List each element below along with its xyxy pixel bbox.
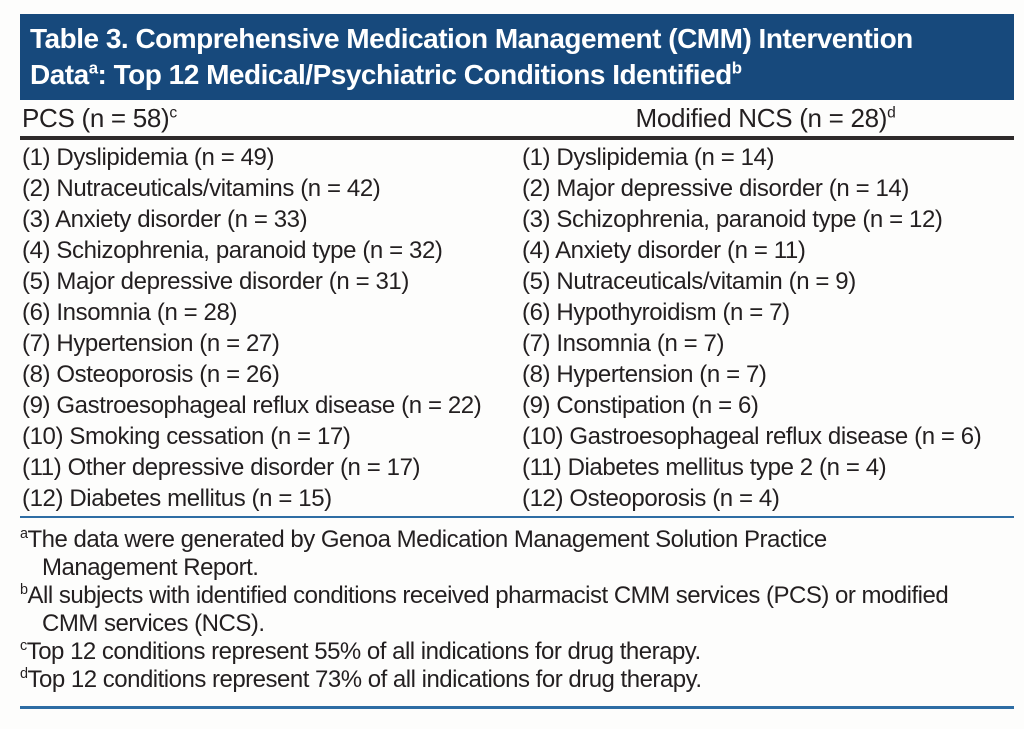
footnote-b: bAll subjects with identified conditions… xyxy=(20,582,1014,638)
table-row: (9) Constipation (n = 6) xyxy=(522,392,759,419)
table-row: (4) Anxiety disorder (n = 11) xyxy=(522,237,806,264)
table-card: Table 3. Comprehensive Medication Manage… xyxy=(20,14,1014,709)
table-row: (2) Nutraceuticals/vitamins (n = 42) xyxy=(22,175,381,202)
footnote-a-line2: Management Report. xyxy=(42,554,259,581)
figure-bottom-rule xyxy=(20,706,1014,709)
table-title-line1: Table 3. Comprehensive Medication Manage… xyxy=(30,23,913,54)
table-title-line2: Dataa: Top 12 Medical/Psychiatric Condit… xyxy=(30,57,1002,93)
column-header-ncs-text: Modified NCS (n = 28) xyxy=(635,102,888,133)
table-row: (8) Osteoporosis (n = 26) xyxy=(22,361,280,388)
column-header-ncs-superscript: d xyxy=(887,103,896,121)
table-title-line2-post: : Top 12 Medical/Psychiatric Conditions … xyxy=(97,59,733,90)
table-row: (2) Major depressive disorder (n = 14) xyxy=(522,175,909,202)
footnote-a-line1: The data were generated by Genoa Medicat… xyxy=(27,526,828,553)
footnotes: aThe data were generated by Genoa Medica… xyxy=(20,518,1014,694)
table-row: (5) Major depressive disorder (n = 31) xyxy=(22,268,409,295)
column-header-pcs: PCS (n = 58)c xyxy=(20,103,517,134)
table-row: (1) Dyslipidemia (n = 49) xyxy=(22,144,275,171)
table-title-line2-pre: Data xyxy=(30,59,89,90)
table-row: (1) Dyslipidemia (n = 14) xyxy=(522,144,775,171)
table-row: (9) Gastroesophageal reflux disease (n =… xyxy=(22,392,482,419)
footnote-d-line1: Top 12 conditions represent 73% of all i… xyxy=(27,666,702,693)
title-superscript-b: b xyxy=(731,58,742,78)
table-row: (10) Smoking cessation (n = 17) xyxy=(22,423,351,450)
table-row: (3) Anxiety disorder (n = 33) xyxy=(22,206,308,233)
footnote-d: dTop 12 conditions represent 73% of all … xyxy=(20,666,1014,694)
table-row: (11) Diabetes mellitus type 2 (n = 4) xyxy=(522,454,887,481)
table-row: (12) Diabetes mellitus (n = 15) xyxy=(22,485,332,512)
footnote-b-marker: b xyxy=(20,582,28,598)
table-row: (7) Insomnia (n = 7) xyxy=(522,330,725,357)
table-row: (3) Schizophrenia, paranoid type (n = 12… xyxy=(522,206,943,233)
table-row: (6) Insomnia (n = 28) xyxy=(22,299,238,326)
table-row: (5) Nutraceuticals/vitamin (n = 9) xyxy=(522,268,856,295)
column-header-ncs: Modified NCS (n = 28)d xyxy=(517,103,1014,134)
pcs-column: (1) Dyslipidemia (n = 49) (2) Nutraceuti… xyxy=(20,142,517,514)
table-row: (4) Schizophrenia, paranoid type (n = 32… xyxy=(22,237,443,264)
table-row: (7) Hypertension (n = 27) xyxy=(22,330,280,357)
table-row: (6) Hypothyroidism (n = 7) xyxy=(522,299,790,326)
column-header-row: PCS (n = 58)c Modified NCS (n = 28)d xyxy=(20,100,1014,140)
table-body: (1) Dyslipidemia (n = 49) (2) Nutraceuti… xyxy=(20,140,1014,516)
footnote-b-line1: All subjects with identified conditions … xyxy=(27,582,949,609)
table-title-bar: Table 3. Comprehensive Medication Manage… xyxy=(20,14,1014,100)
table-row: (8) Hypertension (n = 7) xyxy=(522,361,767,388)
table-bottom-divider xyxy=(20,516,1014,518)
column-header-pcs-text: PCS (n = 58) xyxy=(22,102,170,133)
footnote-a-marker: a xyxy=(20,526,28,542)
footnote-c: cTop 12 conditions represent 55% of all … xyxy=(20,638,1014,666)
footnote-c-marker: c xyxy=(20,638,27,654)
title-superscript-a: a xyxy=(88,58,98,78)
table-row: (11) Other depressive disorder (n = 17) xyxy=(22,454,421,481)
footnote-c-line1: Top 12 conditions represent 55% of all i… xyxy=(26,638,701,665)
ncs-column: (1) Dyslipidemia (n = 14) (2) Major depr… xyxy=(517,142,1014,514)
footnote-b-line2: CMM services (NCS). xyxy=(42,610,265,637)
column-header-pcs-superscript: c xyxy=(169,103,177,121)
table-row: (12) Osteoporosis (n = 4) xyxy=(522,485,780,512)
footnote-a: aThe data were generated by Genoa Medica… xyxy=(20,526,1014,582)
table-row: (10) Gastroesophageal reflux disease (n … xyxy=(522,423,982,450)
footnote-d-marker: d xyxy=(20,666,28,682)
